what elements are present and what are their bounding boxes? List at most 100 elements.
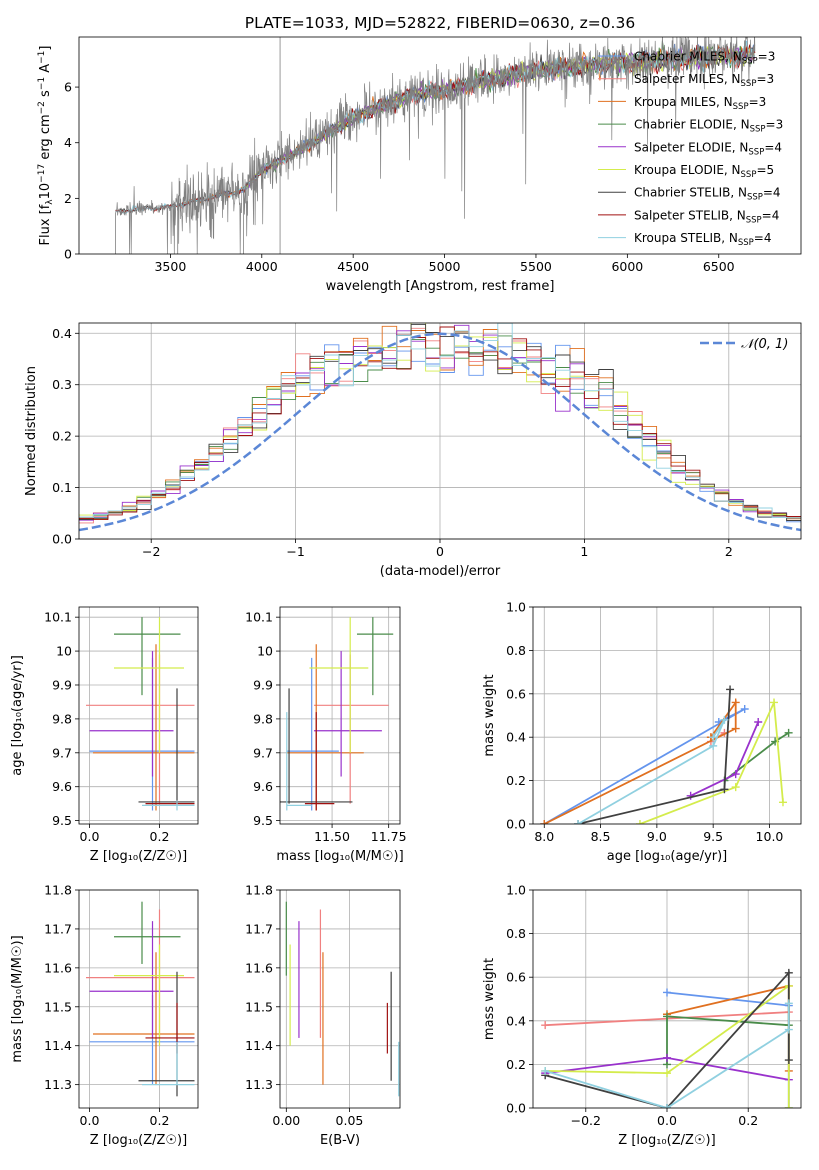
mass-weight-line xyxy=(639,699,784,824)
y-axis-label-part: λ xyxy=(45,199,55,205)
mass-weight-series xyxy=(686,718,763,800)
mass-weight-series xyxy=(574,715,729,824)
mass-weight-marker xyxy=(731,783,740,792)
legend-sub: SSP xyxy=(747,193,763,203)
y-tick-label: 10.1 xyxy=(44,610,72,625)
mass-weight-marker xyxy=(720,785,729,794)
y-tick-label: 11.8 xyxy=(245,883,273,898)
y-axis-label: mass weight xyxy=(482,674,497,756)
errorbar-point xyxy=(356,617,394,696)
y-tick-label: 9.9 xyxy=(253,677,273,692)
axes-frame xyxy=(78,889,199,1109)
y-axis-label: Normed distribution xyxy=(24,366,39,496)
legend-tail: =5 xyxy=(756,163,774,177)
legend-tail: =4 xyxy=(763,186,781,200)
legend-label: Salpeter MILES, N xyxy=(634,72,741,86)
legend-entry: Salpeter STELIB, NSSP=4 xyxy=(634,208,779,225)
x-axis-label: (data-model)/error xyxy=(380,564,501,579)
errorbar-point xyxy=(114,617,181,696)
legend-sub: SSP xyxy=(746,215,762,225)
mass-weight-marker xyxy=(784,999,793,1008)
y-axis-label: Flux [fλ10−17 erg cm−2 s−1 A−1] xyxy=(37,46,55,246)
y-tick-label: 9.7 xyxy=(253,745,273,760)
errorbar-point xyxy=(286,657,339,811)
y-axis-label-part: −1 xyxy=(37,51,47,64)
legend-tail: =3 xyxy=(749,95,767,109)
y-tick-label: 11.8 xyxy=(44,883,72,898)
mass-weight-marker xyxy=(769,698,778,707)
legend-entry: Chabrier ELODIE, NSSP=3 xyxy=(634,118,783,135)
x-tick-label: 8.0 xyxy=(534,829,554,844)
legend-label: Chabrier ELODIE, N xyxy=(634,118,750,132)
y-tick-label: 9.5 xyxy=(253,813,273,828)
mass-weight-marker xyxy=(541,1066,550,1075)
y-tick-label: 10 xyxy=(56,644,72,659)
y-axis-label-part: ] xyxy=(38,46,53,51)
legend-entry: Salpeter ELODIE, NSSP=4 xyxy=(634,140,782,157)
errorbar-point xyxy=(142,1041,195,1086)
x-tick-label: 5500 xyxy=(520,259,552,274)
mass-weight-line xyxy=(543,708,746,824)
y-axis-label-part: 10 xyxy=(38,183,53,200)
y-tick-label: 9.9 xyxy=(52,677,72,692)
legend-sub: SSP xyxy=(742,57,758,67)
errorbar-point xyxy=(86,654,195,804)
gaussian-curve xyxy=(79,332,801,532)
y-tick-label: 0.6 xyxy=(506,970,526,985)
errorbar-plot-area xyxy=(86,901,195,1097)
legend-sub: SSP xyxy=(741,170,757,180)
mass-weight-marker xyxy=(754,718,763,727)
errorbar-point xyxy=(142,800,195,811)
y-axis-label-part: erg cm xyxy=(38,114,53,163)
x-axis-label: age [log₁₀(age/yr)] xyxy=(607,849,728,864)
x-tick-label: 9.0 xyxy=(647,829,667,844)
errorbar-point xyxy=(89,921,174,1038)
y-tick-label: 0.0 xyxy=(506,817,526,832)
y-tick-label: 11.4 xyxy=(44,1038,72,1053)
y-axis-label-part: A xyxy=(38,64,53,77)
y-tick-label: 0.2 xyxy=(506,773,526,788)
errorbar-point xyxy=(89,651,174,777)
y-axis-label-part: −17 xyxy=(37,164,47,183)
legend-tail: =4 xyxy=(762,208,780,222)
y-axis-label: age [log₁₀(age/yr)] xyxy=(10,655,25,776)
x-tick-label: −2 xyxy=(142,544,160,559)
x-tick-label: 0.05 xyxy=(336,1113,364,1128)
legend-entry: Chabrier MILES, NSSP=3 xyxy=(634,50,775,67)
panel-residuals: −2 −1 0 1 2 0.0 0.1 0.2 0.3 0.4 (data-model)/error… xyxy=(24,322,802,579)
y-tick-label: 9.7 xyxy=(52,745,72,760)
x-tick-label: 8.5 xyxy=(591,829,611,844)
y-tick-label: 11.7 xyxy=(44,921,72,936)
y-tick-label: 0.2 xyxy=(506,1057,526,1072)
y-tick-label: 11.6 xyxy=(44,960,72,975)
y-tick-label: 6 xyxy=(64,80,72,95)
mass-weight-marker xyxy=(663,1053,671,1062)
y-tick-label: 4 xyxy=(64,135,72,150)
x-tick-label: 0 xyxy=(436,544,444,559)
x-tick-label: 10.0 xyxy=(756,829,784,844)
mass-weight-line xyxy=(577,719,726,824)
mass-weight-marker xyxy=(574,820,583,824)
legend-label: Kroupa MILES, N xyxy=(634,95,733,109)
mass-weight-marker xyxy=(663,1104,671,1108)
y-tick-label: 0 xyxy=(64,247,72,262)
x-tick-label: 4000 xyxy=(246,259,278,274)
x-tick-label: 2 xyxy=(725,544,733,559)
mass-weight-series xyxy=(541,999,793,1108)
y-axis-label: mass weight xyxy=(482,958,497,1040)
y-tick-label: 9.5 xyxy=(52,813,72,828)
y-tick-label: 9.8 xyxy=(253,711,273,726)
y-tick-label: 0.6 xyxy=(506,686,526,701)
mass-weight-marker xyxy=(740,704,749,713)
x-tick-label: 0.0 xyxy=(657,1113,677,1128)
errorbar-point xyxy=(93,644,195,811)
x-axis-label: Z [log₁₀(Z/Z☉)] xyxy=(90,849,187,864)
x-axis-label: Z [log₁₀(Z/Z☉)] xyxy=(618,1133,715,1148)
x-tick-label: 6500 xyxy=(703,259,735,274)
y-axis-label-part: −2 xyxy=(37,101,47,114)
errorbar-plot-area xyxy=(280,617,394,811)
panel-spectrum: 3500 4000 4500 5000 5500 6000 6500 0 2 4 6 PLATE=10… xyxy=(37,14,802,294)
legend-entry: Chabrier STELIB, NSSP=4 xyxy=(634,186,781,203)
x-axis-label: Z [log₁₀(Z/Z☉)] xyxy=(90,1133,187,1148)
x-tick-label: 9.5 xyxy=(703,829,723,844)
